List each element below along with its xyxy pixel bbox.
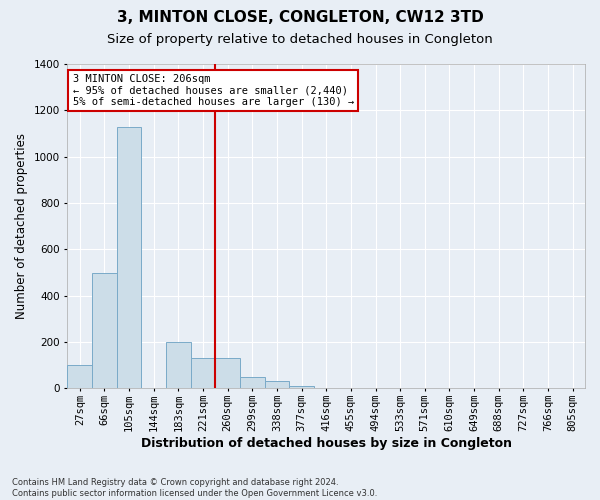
Bar [67,365,92,388]
Bar [166,342,191,388]
Text: 3, MINTON CLOSE, CONGLETON, CW12 3TD: 3, MINTON CLOSE, CONGLETON, CW12 3TD [116,10,484,25]
Bar [191,358,215,388]
Bar [92,272,117,388]
Text: Size of property relative to detached houses in Congleton: Size of property relative to detached ho… [107,32,493,46]
Bar [265,382,289,388]
Bar [117,126,142,388]
Y-axis label: Number of detached properties: Number of detached properties [15,133,28,319]
Bar [289,386,314,388]
X-axis label: Distribution of detached houses by size in Congleton: Distribution of detached houses by size … [141,437,512,450]
Bar [240,377,265,388]
Text: Contains HM Land Registry data © Crown copyright and database right 2024.
Contai: Contains HM Land Registry data © Crown c… [12,478,377,498]
Bar [215,358,240,388]
Text: 3 MINTON CLOSE: 206sqm
← 95% of detached houses are smaller (2,440)
5% of semi-d: 3 MINTON CLOSE: 206sqm ← 95% of detached… [73,74,354,107]
